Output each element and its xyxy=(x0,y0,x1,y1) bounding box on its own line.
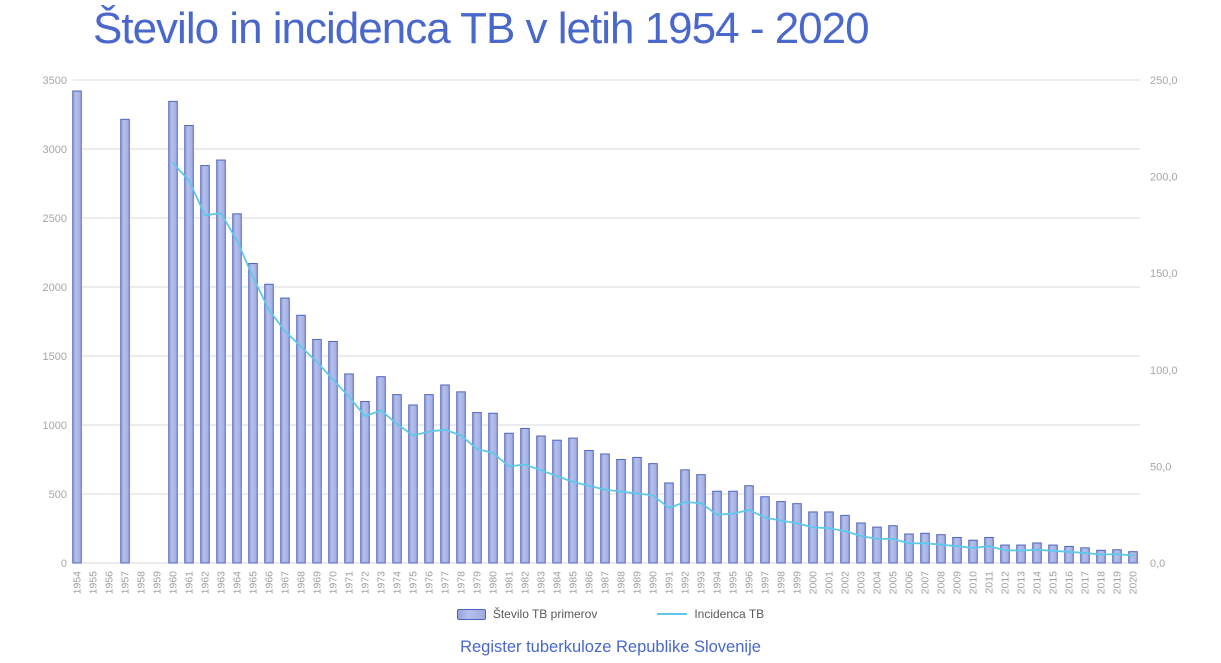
svg-text:1984: 1984 xyxy=(552,571,564,595)
svg-text:2002: 2002 xyxy=(840,571,852,595)
svg-text:1986: 1986 xyxy=(584,571,596,595)
svg-text:2004: 2004 xyxy=(872,571,884,595)
svg-text:1980: 1980 xyxy=(488,571,500,595)
svg-text:1960: 1960 xyxy=(168,571,180,595)
svg-text:1981: 1981 xyxy=(504,571,516,595)
svg-text:2020: 2020 xyxy=(1128,571,1140,595)
svg-text:1993: 1993 xyxy=(696,571,708,595)
svg-text:1985: 1985 xyxy=(568,571,580,595)
svg-text:2007: 2007 xyxy=(920,571,932,595)
svg-text:1970: 1970 xyxy=(328,571,340,595)
legend-item-line: Incidenca TB xyxy=(657,607,764,621)
svg-text:1992: 1992 xyxy=(680,571,692,595)
svg-text:1987: 1987 xyxy=(600,571,612,595)
svg-text:2015: 2015 xyxy=(1048,571,1060,595)
axis-labels: 0 500 1000 1500 2000 2500 3000 3500 0,0 50,0 100,0… xyxy=(43,75,1178,594)
svg-text:2500: 2500 xyxy=(43,213,67,225)
svg-text:2003: 2003 xyxy=(856,571,868,595)
svg-text:2012: 2012 xyxy=(1000,571,1012,595)
svg-text:1976: 1976 xyxy=(424,571,436,595)
svg-text:1000: 1000 xyxy=(43,420,67,432)
line-series xyxy=(172,162,1134,557)
bar-series-swatch xyxy=(456,608,486,620)
svg-text:3500: 3500 xyxy=(43,75,67,87)
svg-text:1500: 1500 xyxy=(43,351,67,363)
svg-text:2017: 2017 xyxy=(1080,571,1092,595)
svg-text:1968: 1968 xyxy=(296,571,308,595)
svg-text:1979: 1979 xyxy=(472,571,484,595)
svg-text:1999: 1999 xyxy=(792,571,804,595)
svg-text:2019: 2019 xyxy=(1112,571,1124,595)
svg-text:1965: 1965 xyxy=(248,571,260,595)
svg-text:2010: 2010 xyxy=(968,571,980,595)
source-caption: Register tuberkuloze Republike Slovenije xyxy=(460,638,761,656)
svg-text:1972: 1972 xyxy=(360,571,372,595)
svg-text:1989: 1989 xyxy=(632,571,644,595)
svg-text:1983: 1983 xyxy=(536,571,548,595)
svg-text:1971: 1971 xyxy=(344,571,356,595)
svg-text:2000: 2000 xyxy=(43,282,67,294)
svg-text:1990: 1990 xyxy=(648,571,660,595)
svg-text:2001: 2001 xyxy=(824,571,836,595)
svg-text:1962: 1962 xyxy=(200,571,212,595)
svg-text:1958: 1958 xyxy=(136,571,148,595)
svg-text:50,0: 50,0 xyxy=(1150,461,1171,473)
svg-text:2014: 2014 xyxy=(1032,571,1044,595)
svg-text:200,0: 200,0 xyxy=(1150,172,1178,184)
svg-text:2005: 2005 xyxy=(888,571,900,595)
svg-text:1977: 1977 xyxy=(440,571,452,595)
svg-text:1978: 1978 xyxy=(456,571,468,595)
svg-text:2016: 2016 xyxy=(1064,571,1076,595)
svg-text:1955: 1955 xyxy=(88,571,100,595)
svg-text:2009: 2009 xyxy=(952,571,964,595)
svg-text:1961: 1961 xyxy=(184,571,196,595)
svg-text:0,0: 0,0 xyxy=(1150,558,1165,570)
svg-text:1959: 1959 xyxy=(152,571,164,595)
svg-text:1973: 1973 xyxy=(376,571,388,595)
svg-text:1964: 1964 xyxy=(232,571,244,595)
svg-text:2006: 2006 xyxy=(904,571,916,595)
svg-text:1967: 1967 xyxy=(280,571,292,595)
svg-text:1991: 1991 xyxy=(664,571,676,595)
svg-text:1975: 1975 xyxy=(408,571,420,595)
svg-text:1996: 1996 xyxy=(744,571,756,595)
svg-text:2008: 2008 xyxy=(936,571,948,595)
chart-title: Število in incidenca TB v letih 1954 - 2… xyxy=(93,4,870,53)
legend-label-line: Incidenca TB xyxy=(694,607,765,621)
svg-text:2018: 2018 xyxy=(1096,571,1108,595)
svg-text:0: 0 xyxy=(61,558,67,570)
svg-text:100,0: 100,0 xyxy=(1150,365,1178,377)
svg-text:1982: 1982 xyxy=(520,571,532,595)
svg-text:2000: 2000 xyxy=(808,571,820,595)
svg-text:1957: 1957 xyxy=(120,571,132,595)
svg-text:150,0: 150,0 xyxy=(1150,268,1178,280)
svg-text:1956: 1956 xyxy=(104,571,116,595)
svg-text:2013: 2013 xyxy=(1016,571,1028,595)
svg-text:1974: 1974 xyxy=(392,571,404,595)
svg-text:1954: 1954 xyxy=(72,571,84,595)
svg-text:2011: 2011 xyxy=(984,571,996,594)
chart-legend: Število TB primerov Incidenca TB xyxy=(0,607,1221,621)
svg-text:1969: 1969 xyxy=(312,571,324,595)
svg-text:1963: 1963 xyxy=(216,571,228,595)
svg-text:500: 500 xyxy=(49,489,67,501)
legend-item-bars: Število TB primerov xyxy=(456,607,598,621)
svg-text:250,0: 250,0 xyxy=(1150,75,1178,87)
svg-text:1994: 1994 xyxy=(712,571,724,595)
svg-text:3000: 3000 xyxy=(43,144,67,156)
bar-series xyxy=(72,90,1138,564)
svg-text:1988: 1988 xyxy=(616,571,628,595)
svg-text:1995: 1995 xyxy=(728,571,740,595)
legend-label-bars: Število TB primerov xyxy=(492,607,598,621)
svg-text:1966: 1966 xyxy=(264,571,276,595)
svg-text:1998: 1998 xyxy=(776,571,788,595)
line-series-swatch xyxy=(657,613,688,615)
svg-text:1997: 1997 xyxy=(760,571,772,595)
